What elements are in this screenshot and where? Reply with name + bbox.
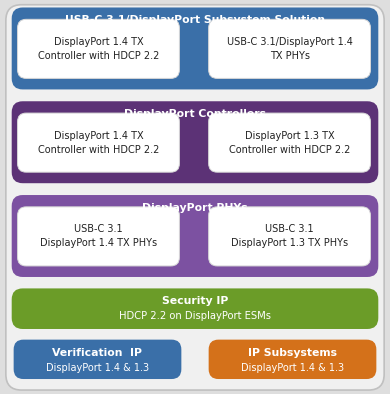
FancyBboxPatch shape (209, 113, 370, 172)
Text: IP Subsystems: IP Subsystems (248, 348, 337, 359)
FancyBboxPatch shape (6, 5, 384, 390)
Text: HDCP 2.2 on DisplayPort ESMs: HDCP 2.2 on DisplayPort ESMs (119, 310, 271, 321)
Text: DisplayPort PHYs: DisplayPort PHYs (142, 203, 248, 213)
FancyBboxPatch shape (18, 113, 179, 172)
Text: DisplayPort 1.4 TX
Controller with HDCP 2.2: DisplayPort 1.4 TX Controller with HDCP … (38, 37, 159, 61)
FancyBboxPatch shape (18, 19, 179, 78)
Text: USB-C 3.1/DisplayPort 1.4
TX PHYs: USB-C 3.1/DisplayPort 1.4 TX PHYs (227, 37, 353, 61)
FancyBboxPatch shape (14, 340, 181, 379)
FancyBboxPatch shape (18, 207, 179, 266)
Text: DisplayPort 1.4 & 1.3: DisplayPort 1.4 & 1.3 (46, 363, 149, 373)
FancyBboxPatch shape (209, 340, 376, 379)
Text: DisplayPort Controllers: DisplayPort Controllers (124, 109, 266, 119)
Text: USB-C 3.1
DisplayPort 1.3 TX PHYs: USB-C 3.1 DisplayPort 1.3 TX PHYs (231, 225, 348, 248)
FancyBboxPatch shape (12, 288, 378, 329)
FancyBboxPatch shape (12, 195, 378, 277)
Text: DisplayPort 1.3 TX
Controller with HDCP 2.2: DisplayPort 1.3 TX Controller with HDCP … (229, 131, 350, 154)
FancyBboxPatch shape (12, 7, 378, 89)
Text: DisplayPort 1.4 TX
Controller with HDCP 2.2: DisplayPort 1.4 TX Controller with HDCP … (38, 131, 159, 154)
Text: USB-C 3.1/DisplayPort Subsystem Solution: USB-C 3.1/DisplayPort Subsystem Solution (65, 15, 325, 26)
Text: USB-C 3.1
DisplayPort 1.4 TX PHYs: USB-C 3.1 DisplayPort 1.4 TX PHYs (40, 225, 157, 248)
Text: DisplayPort 1.4 & 1.3: DisplayPort 1.4 & 1.3 (241, 363, 344, 373)
Text: Security IP: Security IP (162, 296, 228, 307)
Text: Verification  IP: Verification IP (53, 348, 142, 359)
FancyBboxPatch shape (209, 207, 370, 266)
FancyBboxPatch shape (209, 19, 370, 78)
FancyBboxPatch shape (12, 101, 378, 183)
